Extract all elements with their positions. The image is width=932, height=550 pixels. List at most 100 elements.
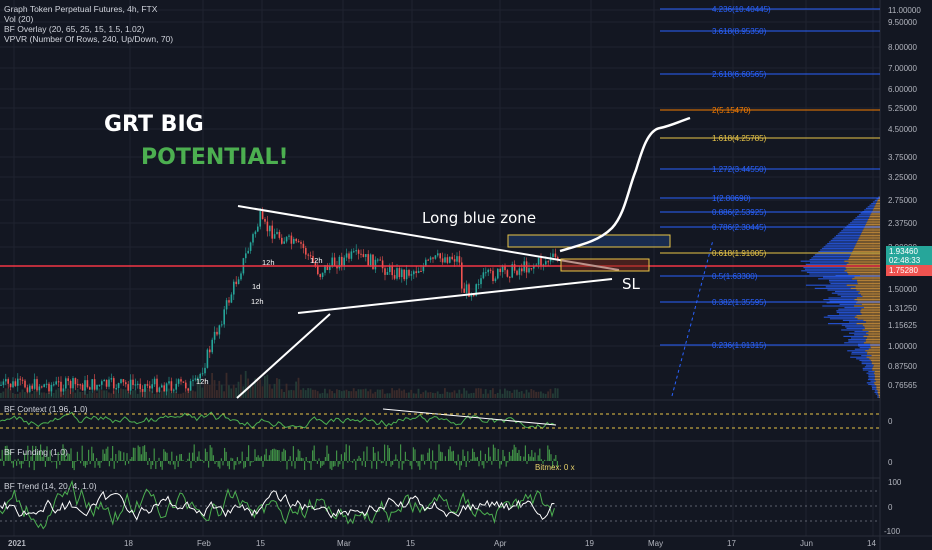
vpvr-bar-down xyxy=(853,249,880,251)
volume-bar xyxy=(249,386,252,398)
vpvr-bar-down xyxy=(868,348,880,350)
vpvr-bar-up xyxy=(841,230,863,232)
volume-bar xyxy=(506,390,509,398)
volume-bar xyxy=(432,392,434,398)
funding-panel-label[interactable]: BF Funding (1.0) xyxy=(4,447,68,457)
volume-bars xyxy=(0,370,559,398)
funding-bar xyxy=(382,461,384,464)
candle-body xyxy=(29,385,31,392)
legend-vpvr[interactable]: VPVR (Number Of Rows, 240, Up/Down, 70) xyxy=(4,34,174,44)
candle-body xyxy=(230,294,233,303)
volume-bar xyxy=(45,393,48,398)
funding-bar xyxy=(318,458,320,461)
funding-bar xyxy=(267,459,269,461)
vpvr-bar-up xyxy=(866,364,874,366)
long-blue-zone-label: Long blue zone xyxy=(422,209,537,227)
volume-bar xyxy=(403,389,405,398)
funding-bar xyxy=(468,461,470,463)
funding-bar xyxy=(251,461,253,463)
funding-bar xyxy=(532,457,534,461)
vpvr-bar-up xyxy=(848,223,866,225)
candle-body xyxy=(341,256,343,266)
funding-bar xyxy=(315,459,317,461)
volume-bar xyxy=(120,388,122,398)
funding-bar xyxy=(65,459,67,461)
chart-title: Graph Token Perpetual Futures, 4h, FTX xyxy=(4,4,158,14)
funding-bar xyxy=(89,461,91,465)
candle-body xyxy=(535,264,537,266)
vpvr-bar-down xyxy=(872,209,880,211)
trend-axis-minus100: -100 xyxy=(884,527,901,536)
vpvr-bar-up xyxy=(860,212,872,214)
funding-bar xyxy=(467,451,469,461)
vpvr-bar-down xyxy=(870,345,880,347)
funding-bar xyxy=(230,457,232,461)
funding-bar xyxy=(38,450,40,461)
fib-label: 0.382(1.35595) xyxy=(712,298,767,307)
candle-body xyxy=(396,268,398,279)
volume-bar xyxy=(21,389,24,398)
funding-bar xyxy=(249,461,251,467)
candle-body xyxy=(401,269,403,278)
vpvr-bar-down xyxy=(860,310,880,312)
volume-bar xyxy=(235,387,237,398)
volume-bar xyxy=(412,393,415,398)
funding-bar xyxy=(513,444,515,461)
volume-bar xyxy=(295,381,297,398)
volume-bar xyxy=(429,392,432,398)
volume-bar xyxy=(482,393,485,398)
candle-body xyxy=(108,379,110,387)
funding-bar xyxy=(283,448,285,461)
context-bounds xyxy=(0,413,880,429)
candle-body xyxy=(53,384,55,386)
legend-vol[interactable]: Vol (20) xyxy=(4,14,34,24)
funding-bar xyxy=(8,449,10,461)
candle-body xyxy=(204,367,206,374)
funding-bar xyxy=(363,451,365,461)
context-panel-label[interactable]: BF Context (1.96, 1.0) xyxy=(4,404,88,414)
vpvr-bar-down xyxy=(848,262,880,264)
vpvr-bar-up xyxy=(866,382,875,384)
candle-body xyxy=(110,378,113,380)
vpvr-bar-up xyxy=(838,313,862,315)
vpvr-bar-down xyxy=(866,332,880,334)
funding-bar xyxy=(236,457,238,461)
vpvr-bar-down xyxy=(860,294,880,296)
time-tick: Jun xyxy=(800,539,813,548)
candle-body xyxy=(2,381,5,385)
candle-body xyxy=(182,381,185,383)
vpvr-bar-up xyxy=(830,283,858,285)
vpvr-bar-up xyxy=(827,323,857,325)
vpvr-bar-down xyxy=(857,239,880,241)
candle-body xyxy=(331,257,333,266)
volume-bar xyxy=(396,390,398,398)
funding-bar xyxy=(464,456,466,461)
funding-bar xyxy=(280,461,282,462)
volume-bar xyxy=(324,388,326,398)
trend-panel-label[interactable]: BF Trend (14, 20, 4, 1.0) xyxy=(4,481,97,491)
funding-bar xyxy=(323,461,325,465)
funding-bar xyxy=(264,454,266,461)
funding-bar xyxy=(396,459,398,461)
volume-bar xyxy=(184,391,187,398)
vpvr-bar-up xyxy=(869,204,876,206)
vpvr-bar-up xyxy=(872,388,877,390)
vpvr-bar-up xyxy=(827,243,857,245)
funding-bar xyxy=(336,450,338,461)
funding-bar xyxy=(147,461,149,465)
vpvr-bar-down xyxy=(849,255,880,257)
vpvr-bar-up xyxy=(820,249,854,251)
candle-body xyxy=(19,378,21,380)
volume-bar xyxy=(453,390,456,398)
volume-bar xyxy=(316,391,319,398)
volume-bar xyxy=(379,389,381,398)
vpvr-bar-down xyxy=(865,339,880,341)
legend-bf-overlay[interactable]: BF Overlay (20, 65, 25, 15, 1.5, 1.02) xyxy=(4,24,145,34)
vpvr-bar-up xyxy=(868,374,875,376)
candle-body xyxy=(77,384,79,386)
vpvr-bar-down xyxy=(860,235,880,237)
funding-bar xyxy=(188,452,190,461)
volume-bar xyxy=(398,388,401,398)
funding-bar xyxy=(248,445,250,461)
funding-bar xyxy=(478,461,480,467)
